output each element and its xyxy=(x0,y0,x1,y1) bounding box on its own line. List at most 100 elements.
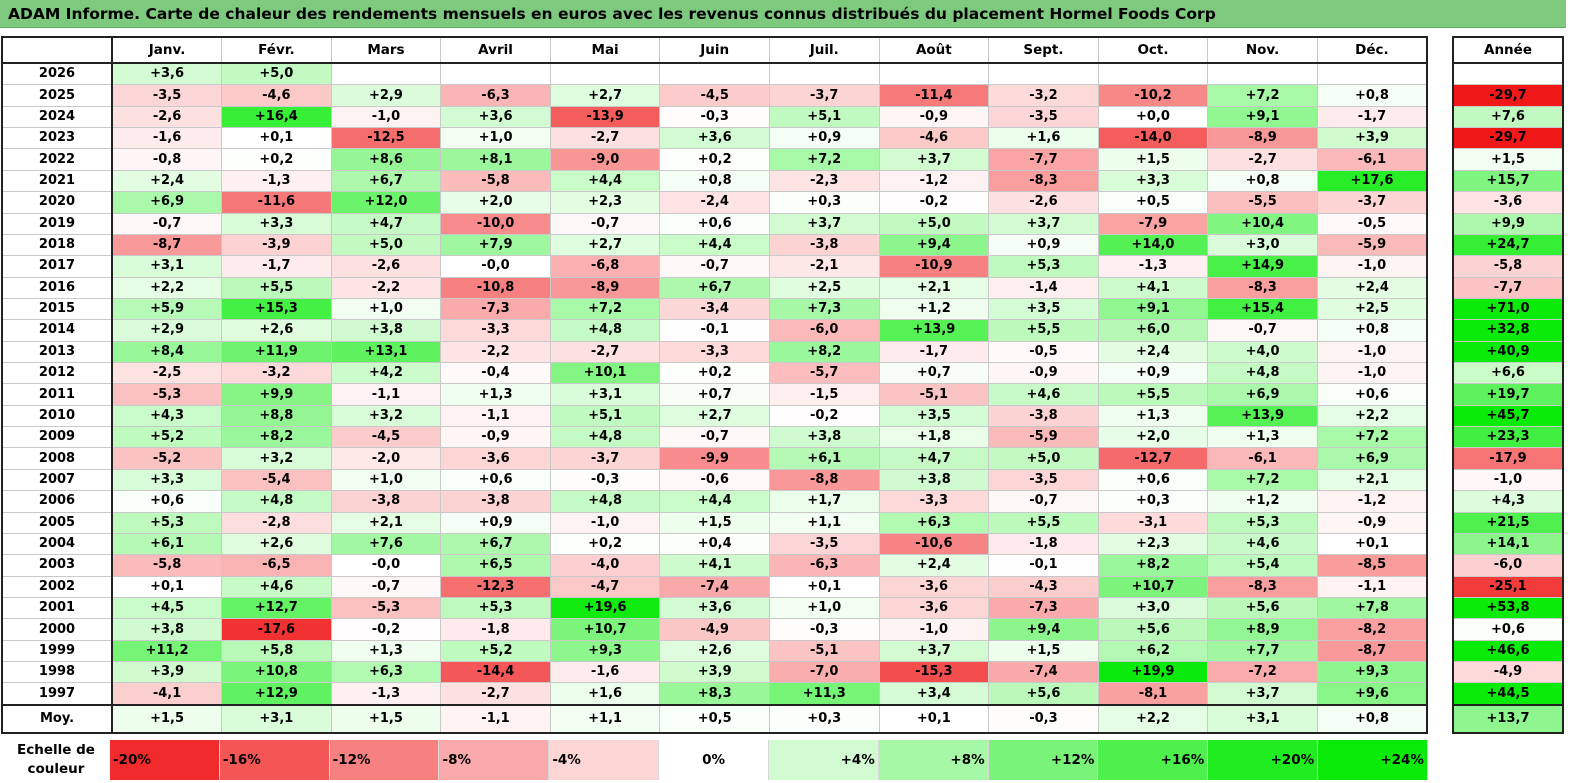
year-row: 2026 +3,6 +5,0 xyxy=(1,62,1428,86)
color-scale-swatch: -20% xyxy=(110,740,220,780)
heatmap-cell: +3,3 xyxy=(221,212,332,235)
year-row: 2022 -0,8 +0,2 +8,6 +8,1 -9,0 +0,2 +7,2 +3,7 -7,7… xyxy=(1,148,1428,171)
heatmap-cell: -3,3 xyxy=(440,319,551,342)
heatmap-cell: +5,2 xyxy=(440,639,551,663)
heatmap-cell: -6,5 xyxy=(221,554,332,577)
year-label: 2006 xyxy=(1,490,113,513)
heatmap-cell: +2,9 xyxy=(111,319,223,342)
heatmap-cell: +4,4 xyxy=(659,490,770,513)
year-row: 2025 -3,5 -4,6 +2,9 -6,3 +2,7 -4,5 -3,7 -11,4 -3,… xyxy=(1,84,1428,107)
heatmap-cell: +3,1 xyxy=(111,255,223,278)
heatmap-cell: -7,3 xyxy=(440,297,551,321)
average-cell: +0,8 xyxy=(1316,703,1428,734)
heatmap-cell: +3,2 xyxy=(330,404,442,428)
year-row: 2017 +3,1 -1,7 -2,6 -0,0 -6,8 -0,7 -2,1 -10,9 +5,… xyxy=(1,255,1428,278)
year-label: 2014 xyxy=(1,319,113,342)
heatmap-cell: +3,1 xyxy=(549,383,661,406)
heatmap-cell: -3,5 xyxy=(988,105,1099,129)
heatmap-cell: -0,2 xyxy=(768,404,880,428)
heatmap-cell: +5,3 xyxy=(111,511,223,534)
heatmap-cell: -7,9 xyxy=(1097,212,1209,235)
year-row: 2000 +3,8 -17,6 -0,2 -1,8 +10,7 -4,9 -0,3 -1,0 +9… xyxy=(1,618,1428,641)
heatmap-cell: +9,3 xyxy=(1316,661,1428,684)
heatmap-cell: +2,1 xyxy=(330,511,442,534)
heatmap-cell: +8,9 xyxy=(1207,618,1318,641)
heatmap-cell: -3,6 xyxy=(878,596,990,620)
annual-cell: -3,6 xyxy=(1453,191,1563,214)
heatmap-cell: +2,7 xyxy=(549,233,661,257)
heatmap-cell: +1,0 xyxy=(440,127,551,150)
heatmap-cell: +4,5 xyxy=(111,596,223,620)
heatmap-cell: +1,0 xyxy=(768,596,880,620)
annual-cell: +14,1 xyxy=(1453,532,1563,556)
year-label: 2011 xyxy=(1,383,113,406)
heatmap-cell: +1,3 xyxy=(1207,426,1318,449)
heatmap-cell: -7,4 xyxy=(659,575,770,598)
heatmap-cell: -5,3 xyxy=(330,596,442,620)
heatmap-cell: +0,6 xyxy=(659,212,770,235)
heatmap-cell: -2,6 xyxy=(111,105,223,129)
annual-cell: -17,9 xyxy=(1453,447,1563,470)
heatmap-cell: +15,3 xyxy=(221,297,332,321)
heatmap-cell: +1,1 xyxy=(768,511,880,534)
heatmap-cell: -2,6 xyxy=(988,191,1099,214)
heatmap-cell: +5,0 xyxy=(330,233,442,257)
year-row: 2023 -1,6 +0,1 -12,5 +1,0 -2,7 +3,6 +0,9 -4,6 +1,… xyxy=(1,127,1428,150)
month-header: Juil. xyxy=(768,36,880,64)
average-cell: +2,2 xyxy=(1097,703,1209,734)
heatmap-cell: +3,7 xyxy=(768,212,880,235)
average-cell: +1,5 xyxy=(111,703,223,734)
heatmap-cell: +4,8 xyxy=(1207,362,1318,385)
heatmap-cell: +0,1 xyxy=(768,575,880,598)
heatmap-cell: +13,9 xyxy=(1207,404,1318,428)
annual-cell: -1,0 xyxy=(1453,468,1563,492)
heatmap-cell: +4,7 xyxy=(330,212,442,235)
heatmap-cell: +5,3 xyxy=(988,255,1099,278)
heatmap-cell: -10,8 xyxy=(440,276,551,299)
year-row: 2021 +2,4 -1,3 +6,7 -5,8 +4,4 +0,8 -2,3 -1,2 -8,3… xyxy=(1,169,1428,193)
heatmap-cell: +3,6 xyxy=(659,127,770,150)
heatmap-cell: +3,7 xyxy=(988,212,1099,235)
heatmap-cell: +1,7 xyxy=(768,490,880,513)
heatmap-cell: +4,8 xyxy=(549,426,661,449)
heatmap-cell: -8,8 xyxy=(768,468,880,492)
heatmap-cell: +7,8 xyxy=(1316,596,1428,620)
heatmap-cell: -8,3 xyxy=(988,169,1099,193)
annual-header: Année xyxy=(1453,36,1563,64)
heatmap-cell: -14,0 xyxy=(1097,127,1209,150)
heatmap-cell: +0,8 xyxy=(1207,169,1318,193)
heatmap-cell: -12,5 xyxy=(330,127,442,150)
heatmap-cell: +3,5 xyxy=(878,404,990,428)
heatmap-cell: -0,4 xyxy=(440,362,551,385)
heatmap-cell: +4,7 xyxy=(878,447,990,470)
heatmap-cell: +0,1 xyxy=(111,575,223,598)
heatmap-cell: +3,5 xyxy=(988,297,1099,321)
heatmap-cell: -0,9 xyxy=(988,362,1099,385)
heatmap-cell: -1,0 xyxy=(878,618,990,641)
heatmap-cell: +0,8 xyxy=(659,169,770,193)
heatmap-cell: +1,6 xyxy=(988,127,1099,150)
annual-column: Année -29,7 +7,6 -29,7 +1,5 +15,7 -3,6 +9,9 +24… xyxy=(1452,36,1564,734)
heatmap-cell: -2,5 xyxy=(111,362,223,385)
heatmap-cell: +3,8 xyxy=(768,426,880,449)
heatmap-cell: -6,3 xyxy=(440,84,551,107)
annual-cell: +32,8 xyxy=(1453,319,1563,342)
heatmap-cell: +1,5 xyxy=(1097,148,1209,171)
heatmap-cell: +1,2 xyxy=(1207,490,1318,513)
heatmap-cell: -3,7 xyxy=(768,84,880,107)
heatmap-cell: +5,0 xyxy=(988,447,1099,470)
year-label: 2004 xyxy=(1,532,113,556)
heatmap-cell: -14,4 xyxy=(440,661,551,684)
heatmap-cell: -0,7 xyxy=(1207,319,1318,342)
annual-cell: -5,8 xyxy=(1453,255,1563,278)
heatmap-cell: +0,3 xyxy=(1097,490,1209,513)
year-row: 2016 +2,2 +5,5 -2,2 -10,8 -8,9 +6,7 +2,5 +2,1 -1,… xyxy=(1,276,1428,299)
year-label: 2018 xyxy=(1,233,113,257)
heatmap-cell: +3,4 xyxy=(878,682,990,706)
heatmap-cell: +13,9 xyxy=(878,319,990,342)
heatmap-cell: -4,3 xyxy=(988,575,1099,598)
color-scale-label: Echelle de couleur xyxy=(17,742,95,777)
heatmap-cell: -1,3 xyxy=(1097,255,1209,278)
average-cell: +0,5 xyxy=(659,703,770,734)
year-row: 1999 +11,2 +5,8 +1,3 +5,2 +9,3 +2,6 -5,1 +3,7 +1,… xyxy=(1,639,1428,663)
